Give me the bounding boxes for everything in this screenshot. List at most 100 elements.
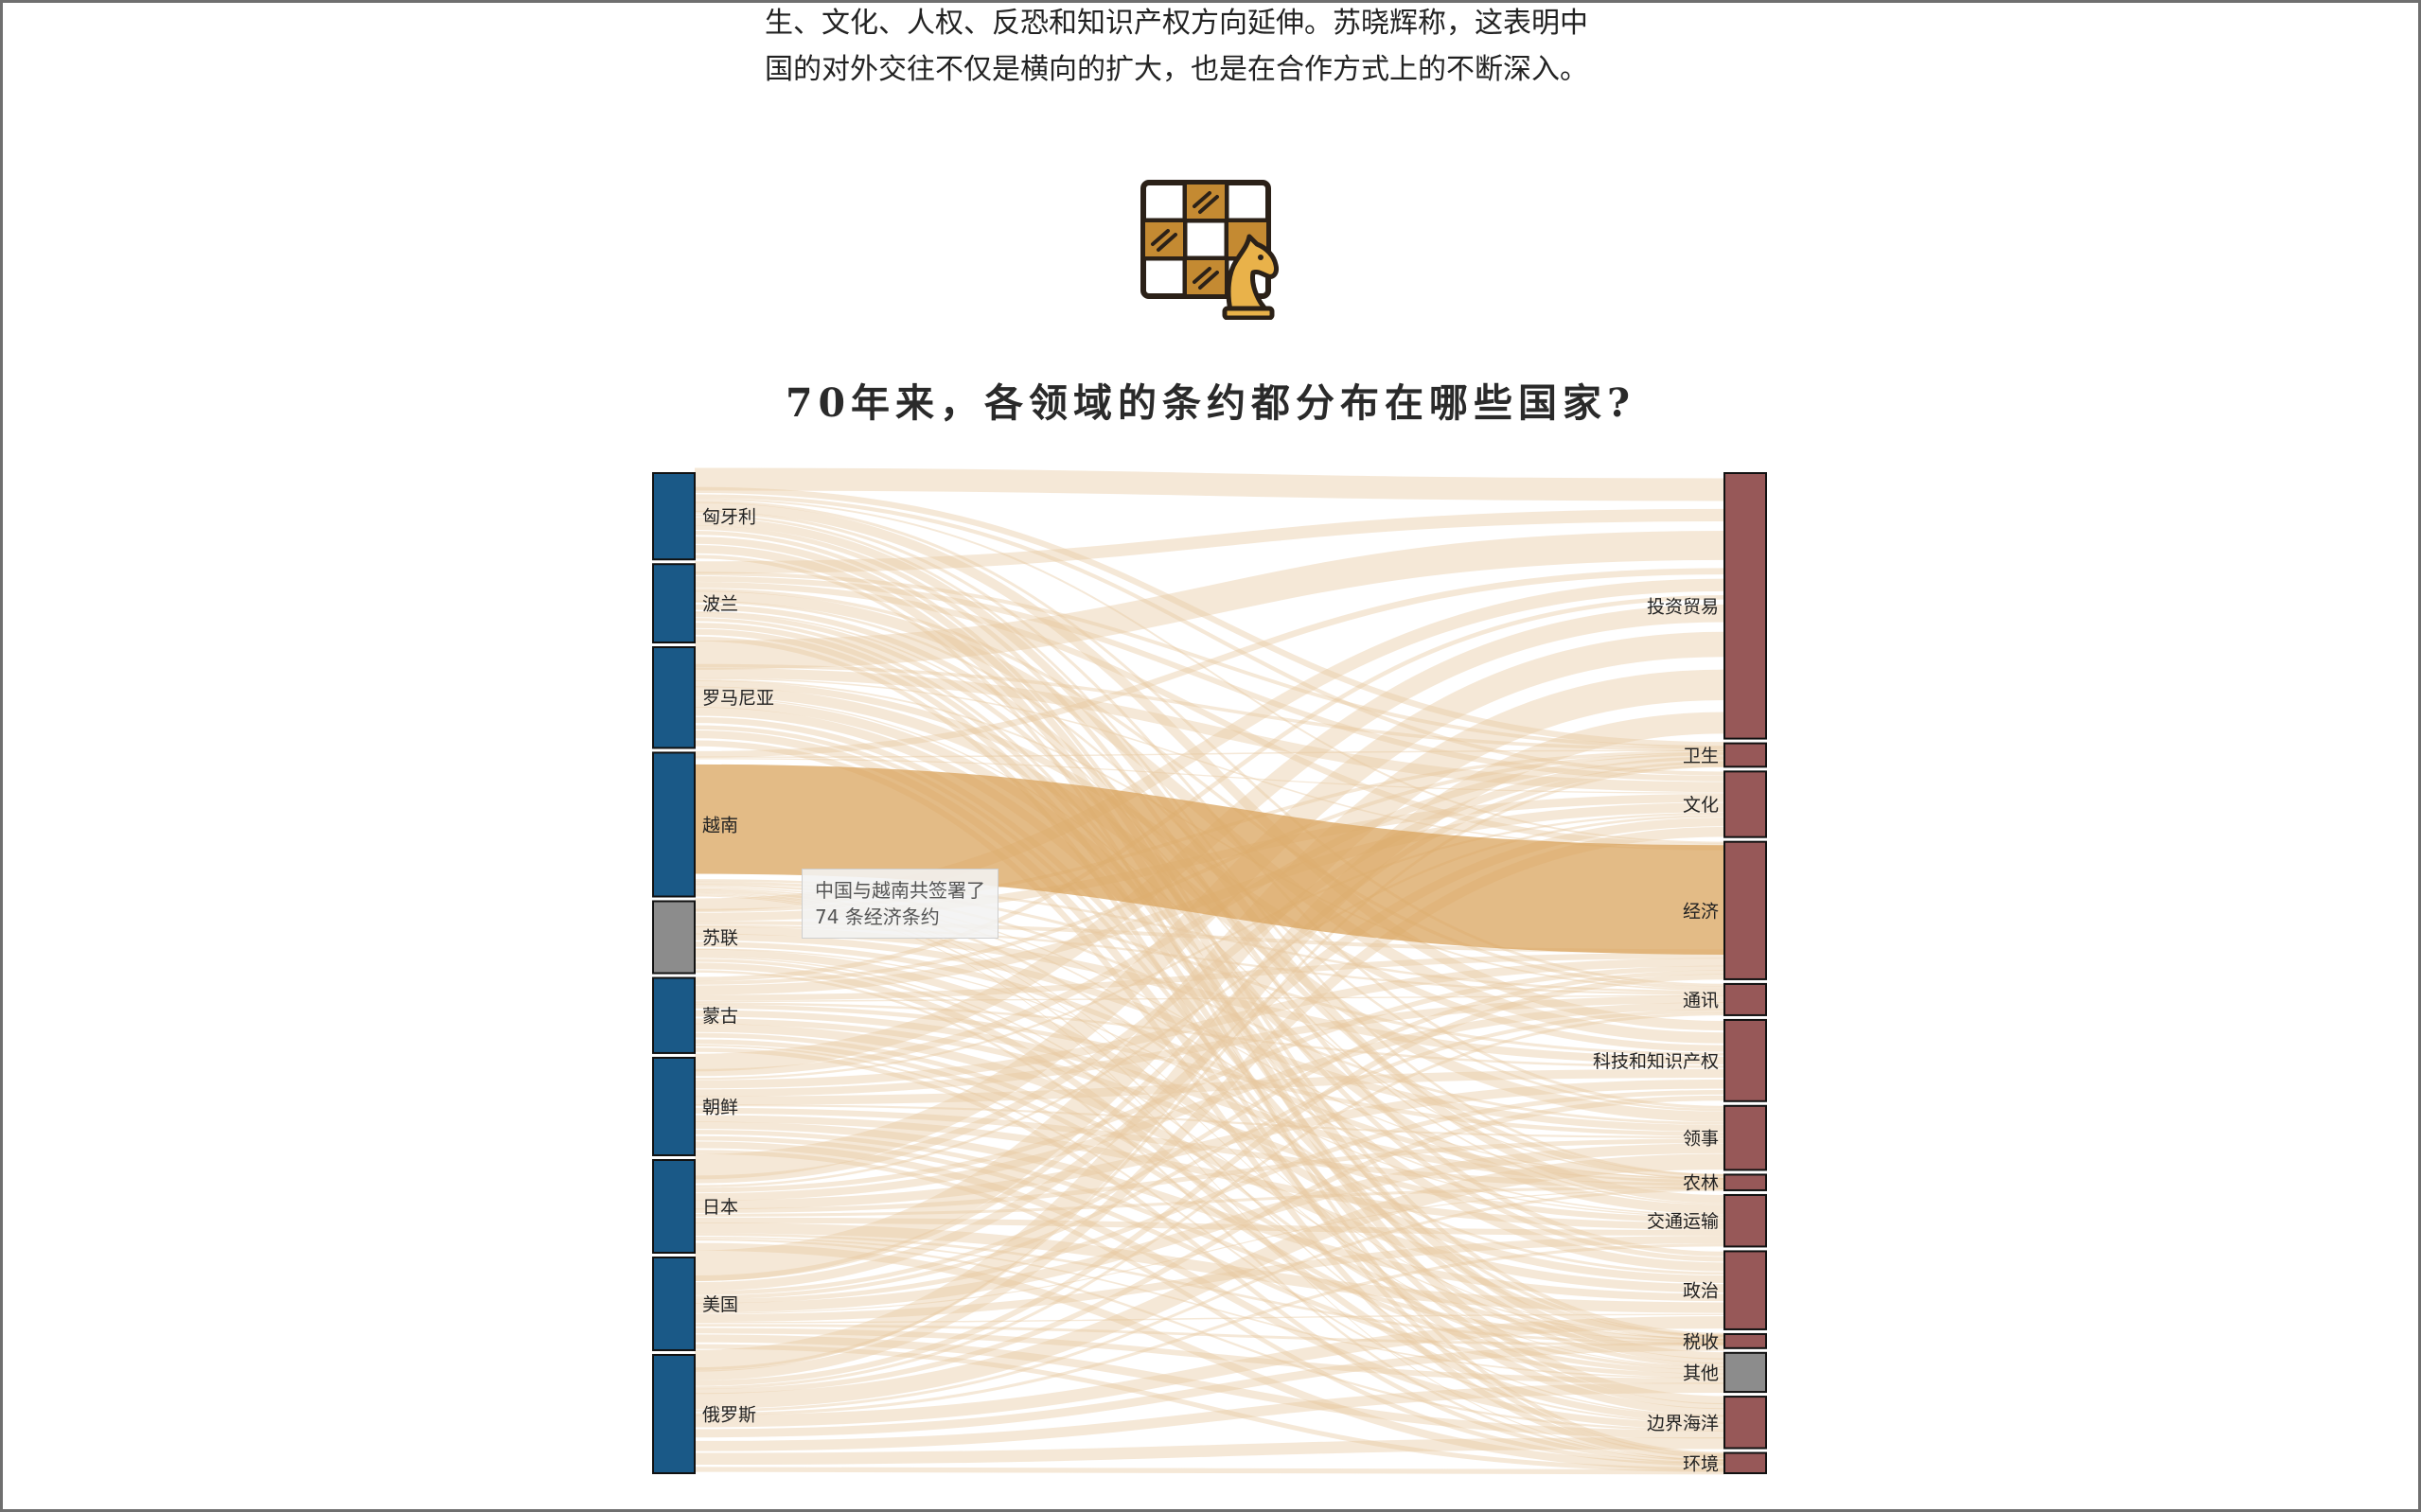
sankey-link[interactable] [694,1068,1725,1105]
sankey-link[interactable] [694,1107,1725,1189]
sankey-link[interactable] [694,679,1725,992]
sankey-link[interactable] [694,1327,1725,1384]
sankey-link[interactable] [694,1044,1725,1424]
sankey-link[interactable] [694,974,1725,1386]
country-node[interactable] [652,472,696,561]
sankey-link[interactable] [694,995,1725,1098]
sankey-link[interactable] [694,1344,1725,1472]
sankey-link[interactable] [694,761,1725,1281]
field-node[interactable] [1723,742,1767,768]
sankey-link[interactable] [694,749,1725,758]
country-node[interactable] [652,976,696,1054]
sankey-link[interactable] [694,1324,1725,1346]
sankey-link[interactable] [694,891,1725,1340]
sankey-link[interactable] [694,1002,1725,1202]
sankey-link[interactable] [694,545,1725,1405]
sankey-link[interactable] [694,895,1725,1461]
sankey-link[interactable] [694,1236,1725,1380]
sankey-link[interactable] [694,926,1725,1065]
field-node[interactable] [1723,1396,1767,1450]
sankey-link[interactable] [694,756,1725,1184]
country-node[interactable] [652,1056,696,1156]
sankey-link[interactable] [694,1334,1725,1439]
sankey-link[interactable] [694,1004,1725,1136]
sankey-link[interactable] [694,970,1725,1295]
sankey-link[interactable] [694,1467,1725,1475]
sankey-link[interactable] [694,1436,1725,1465]
sankey-link[interactable] [694,892,1725,1368]
sankey-link[interactable] [694,730,1725,1416]
sankey-link[interactable] [694,1236,1725,1323]
sankey-link[interactable] [694,949,1725,1283]
sankey-link[interactable] [694,1047,1725,1465]
sankey-link[interactable] [694,1039,1725,1375]
sankey-link[interactable] [694,958,1725,1089]
sankey-link[interactable] [694,1141,1725,1431]
country-node[interactable] [652,1256,696,1351]
country-node[interactable] [652,1353,696,1474]
sankey-link[interactable] [694,667,1725,793]
sankey-link[interactable] [694,952,1725,1001]
sankey-link[interactable] [694,623,1725,1364]
sankey-link[interactable] [694,958,1725,1371]
field-node[interactable] [1723,840,1767,980]
sankey-link[interactable] [694,1012,1725,1390]
sankey-link[interactable] [694,1095,1725,1395]
country-node[interactable] [652,646,696,749]
sankey-link[interactable] [694,1233,1725,1345]
sankey-link[interactable] [694,994,1725,1003]
sankey-link[interactable] [694,1150,1725,1467]
sankey-link[interactable] [694,590,1725,1044]
sankey-link[interactable] [694,1018,1725,1223]
sankey-link[interactable] [694,663,1725,751]
sankey-link[interactable] [694,1313,1725,1324]
sankey-link[interactable] [694,581,1725,850]
sankey-link[interactable] [694,933,1725,1133]
sankey-link[interactable] [694,1010,1725,1187]
field-node[interactable] [1723,1451,1767,1475]
sankey-link[interactable] [694,1238,1725,1432]
sankey-link[interactable] [694,1009,1725,1300]
field-node[interactable] [1723,1173,1767,1191]
sankey-link[interactable] [694,1032,1725,1344]
field-node[interactable] [1723,982,1767,1016]
field-node[interactable] [1723,1332,1767,1349]
sankey-link[interactable] [694,948,1725,1218]
field-node[interactable] [1723,1193,1767,1248]
sankey-link[interactable] [694,725,1725,1367]
sankey-link[interactable] [694,501,1725,1031]
sankey-link[interactable] [694,467,1725,501]
field-node[interactable] [1723,1104,1767,1171]
field-node[interactable] [1723,1250,1767,1330]
sankey-link[interactable] [694,1153,1725,1410]
sankey-link[interactable] [694,765,1725,1371]
sankey-link[interactable] [694,604,1725,1072]
sankey-link[interactable] [694,712,1725,1372]
sankey-link[interactable] [694,758,1725,794]
sankey-link[interactable] [694,1079,1725,1210]
sankey-link[interactable] [694,536,1725,1360]
sankey-link[interactable] [694,1002,1725,1068]
sankey-link[interactable] [694,965,1725,1193]
sankey-link[interactable] [694,578,1725,911]
sankey-link[interactable] [694,494,1725,776]
sankey-link[interactable] [694,517,1725,1204]
sankey-link[interactable] [694,1143,1725,1313]
sankey-link[interactable] [694,1382,1725,1451]
sankey-link[interactable] [694,1103,1725,1139]
sankey-link[interactable] [694,698,1725,1215]
sankey-link[interactable] [694,508,1725,574]
field-node[interactable] [1723,472,1767,740]
sankey-link[interactable] [694,486,1725,748]
sankey-link[interactable] [694,677,1725,851]
sankey-link[interactable] [694,707,1725,1272]
sankey-link[interactable] [694,571,1725,749]
sankey-link[interactable] [694,970,1725,1462]
country-node[interactable] [652,751,696,898]
field-node[interactable] [1723,1351,1767,1394]
sankey-link[interactable] [694,669,1725,1281]
sankey-link[interactable] [694,514,1725,1177]
sankey-link[interactable] [694,1115,1725,1230]
country-node[interactable] [652,1158,696,1254]
sankey-link[interactable] [694,1316,1725,1428]
